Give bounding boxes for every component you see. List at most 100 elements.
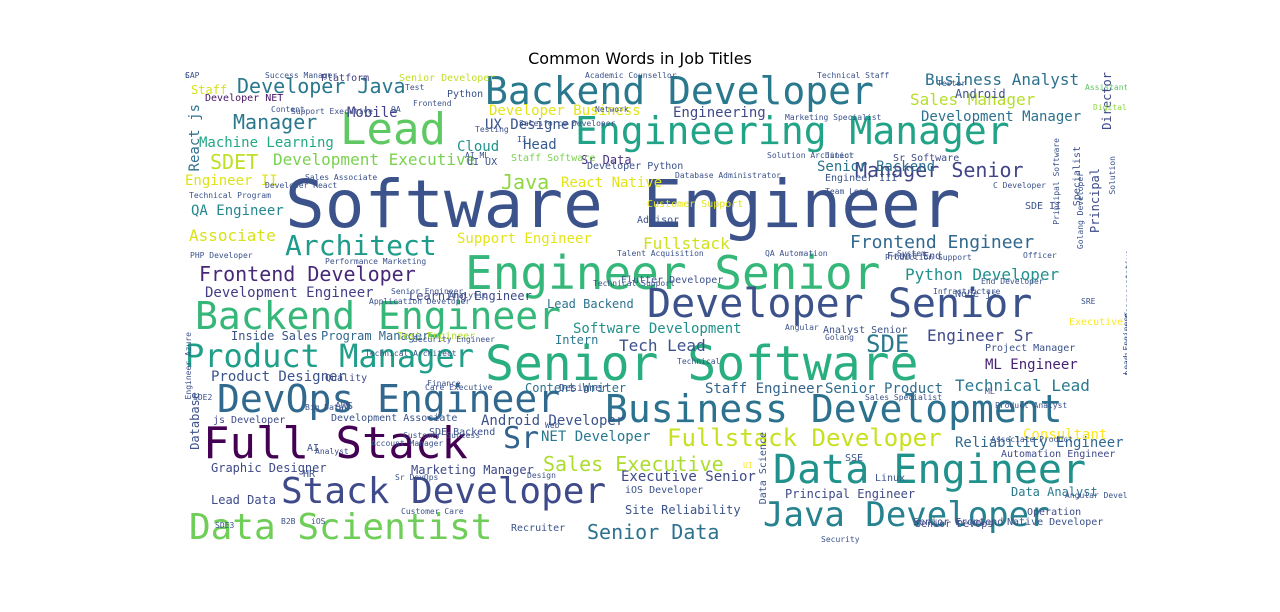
word-frontend: Frontend xyxy=(413,99,452,108)
word-marketing-specialist: Marketing Specialist xyxy=(785,113,882,122)
word-ui: UI xyxy=(743,461,753,470)
word-sap: SAP xyxy=(185,72,200,80)
word-associate-product: Associate Product xyxy=(991,435,1073,444)
word-customer-success: Customer Success xyxy=(403,431,481,440)
word-lead-backend: Lead Backend xyxy=(547,297,634,311)
word-senior-backend: Senior Backend xyxy=(817,159,936,175)
word-site-reliability: Site Reliability xyxy=(625,503,741,517)
word-analyst: Analyst xyxy=(315,447,349,456)
word-full-stack: Full Stack xyxy=(203,418,468,469)
word-php-developer: PHP Developer xyxy=(190,251,253,260)
word-finance: Finance xyxy=(427,379,461,388)
word-technical-lead: Technical Lead xyxy=(955,376,1090,395)
word-salesforce-developer: Salesforce Developer xyxy=(519,119,616,128)
word-database-administrator: Database Administrator xyxy=(675,171,781,180)
word-ai: AI xyxy=(307,443,320,454)
word-learning-engineer: Learning Engineer xyxy=(409,289,532,303)
word-infrastructure: Infrastructure xyxy=(933,287,1001,296)
word-sr-data: Sr Data xyxy=(581,153,632,167)
word-python-developer: Python Developer xyxy=(905,265,1060,284)
word-qa-engineer: QA Engineer xyxy=(191,203,284,219)
word-product-manager: Product Manager xyxy=(185,337,474,375)
word-android-developer: Android Developer xyxy=(481,413,625,429)
word-assistant-manager: Assistant Manager xyxy=(1085,83,1127,92)
word-data-scientist: Data Scientist xyxy=(189,507,493,548)
word-ios: iOS xyxy=(311,517,326,526)
word-recruiter: Recruiter xyxy=(511,523,566,534)
word-executive-senior: Executive Senior xyxy=(621,469,756,485)
word-b2b: B2B xyxy=(281,517,296,526)
word-node-js: Node js xyxy=(955,289,998,300)
word-developer-senior: Developer Senior xyxy=(647,281,1033,327)
word-head: Head xyxy=(523,137,557,153)
word-production-support: Production Support xyxy=(885,253,972,262)
word-qa: QA xyxy=(391,105,401,114)
word-engineer-senior: Engineer Senior xyxy=(465,246,881,300)
word-technical-staff: Technical Staff xyxy=(817,72,890,80)
word-quality: Quality xyxy=(325,373,368,384)
word-senior-devops: Senior DevOps xyxy=(915,519,994,530)
word-performance-marketing: Performance Marketing xyxy=(325,257,427,266)
word-business-analyst: Business Analyst xyxy=(925,72,1080,89)
word-sales-specialist: Sales Specialist xyxy=(865,393,943,402)
word-developer-business: Developer Business xyxy=(489,103,641,119)
word-developer-python: Developer Python xyxy=(587,161,684,172)
word-engineer-ii: Engineer II xyxy=(185,173,278,189)
word-success-manager: Success Manager xyxy=(265,72,338,80)
word-manager: Manager xyxy=(233,110,318,134)
word-cloud: Software Engineer Senior Software Engineer… xyxy=(185,72,1127,549)
word-lead-data: Lead Data xyxy=(211,493,277,507)
word-c-developer: C Developer xyxy=(993,181,1046,190)
word-react-js: React js xyxy=(187,104,203,172)
word-devops-engineer: DevOps Engineer xyxy=(217,377,561,421)
word-ml-engineer: ML Engineer xyxy=(985,357,1078,373)
word-testing: Testing xyxy=(475,125,509,134)
word-fullstack: Fullstack xyxy=(643,234,730,253)
word-solution-architect: Solution Architect xyxy=(767,151,854,160)
word-content-writer: Content Writer xyxy=(525,381,627,395)
word-tester: Tester xyxy=(937,79,966,88)
word-end-developer: End Developer xyxy=(981,277,1044,286)
word-principal-engineer: Principal Engineer xyxy=(785,487,916,501)
word-angular: Angular xyxy=(785,323,819,332)
word-technical-support: Technical Support xyxy=(593,279,675,288)
word-sdet: SDET xyxy=(210,150,259,174)
word-network: Network xyxy=(595,105,629,114)
word-lead-engineer: Lead Engineer xyxy=(1122,312,1127,375)
word-technical: Technical xyxy=(677,357,721,366)
word-test: Test xyxy=(405,83,425,92)
word-java-developer: Java Developer xyxy=(763,495,1050,535)
word-senior-engineer: Senior Engineer xyxy=(391,287,464,296)
word-principal: Principal xyxy=(1088,168,1102,234)
word-officer: Officer xyxy=(1023,251,1057,260)
word-native-developer: Native Developer xyxy=(1007,517,1104,528)
word-development-associate: Development Associate xyxy=(331,413,458,424)
word-design: Design xyxy=(527,471,556,480)
word-data-science: Data Science xyxy=(758,432,769,505)
word-customer-care: Customer Care xyxy=(401,507,464,516)
word-automation-engineer: Automation Engineer xyxy=(1001,449,1116,460)
word-react-native: React Native xyxy=(561,175,663,191)
word-reliability-engineer: Reliability Engineer xyxy=(955,435,1124,451)
word-engineer-iii: Engineer III xyxy=(825,173,898,184)
word-test-engineer: Test Engineer xyxy=(397,331,476,342)
word-tech-lead: Tech Lead xyxy=(619,336,706,355)
word-analytic: Analytic xyxy=(449,291,488,300)
word-platform: Platform xyxy=(321,73,370,84)
word-mobile: Mobile xyxy=(347,105,398,121)
word-fullstack-developer: Fullstack Developer xyxy=(667,424,942,452)
word-staff-engineer: Staff Engineer xyxy=(705,381,824,397)
word-ui-ux: UI UX xyxy=(467,157,498,168)
word-designer: Designer xyxy=(559,383,608,394)
word-sr-devops: Sr DevOps xyxy=(395,473,439,482)
word-lead: Lead xyxy=(340,104,446,155)
word-android: Android xyxy=(955,87,1006,101)
word-golang: Golang xyxy=(825,333,854,342)
word-software-engineer: Software Engineer xyxy=(285,166,961,243)
word-ux-designer: UX Designer xyxy=(485,117,578,133)
word-program-manager: Program Manager xyxy=(321,329,430,343)
word-web: Web xyxy=(545,421,560,430)
word-sales-executive: Sales Executive xyxy=(543,452,724,476)
word-development-engineer: Development Engineer xyxy=(205,285,374,301)
word-linux: Linux xyxy=(875,473,906,484)
